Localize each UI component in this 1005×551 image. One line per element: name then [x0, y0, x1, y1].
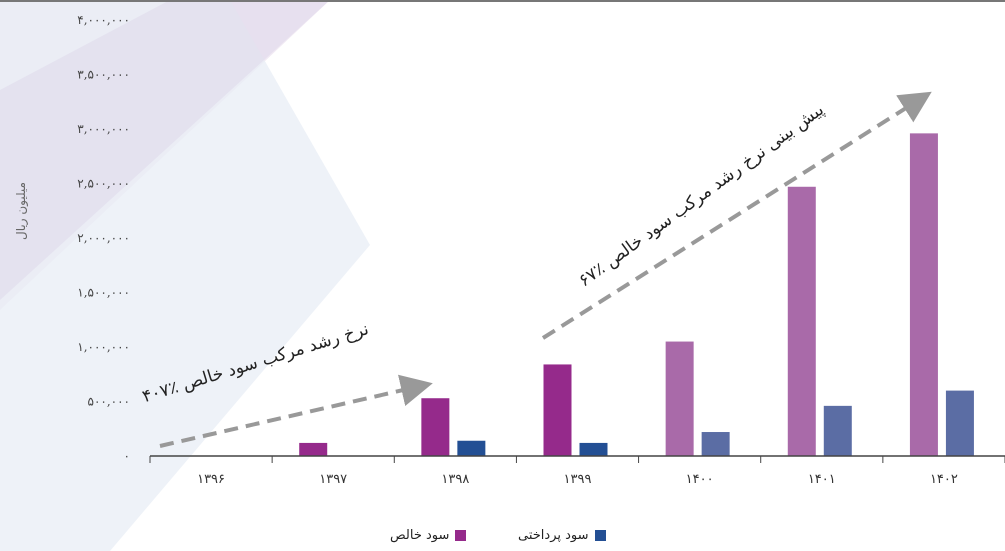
y-axis-label: میلیون ریال: [14, 182, 28, 240]
y-tick-label: ۵۰۰,۰۰۰: [88, 395, 131, 409]
y-tick-label: ۱,۰۰۰,۰۰۰: [77, 340, 130, 354]
legend-swatch-net-profit: [455, 530, 467, 541]
x-tick-label: ۱۴۰۰: [686, 472, 714, 487]
bar-net-profit: [299, 442, 328, 456]
y-tick-label: ۱,۵۰۰,۰۰۰: [77, 286, 130, 300]
legend-swatch-paid-profit: [594, 530, 606, 541]
x-tick-label: ۱۴۰۱: [808, 472, 836, 487]
bar-paid-profit: [457, 440, 486, 456]
bar-net-profit: [665, 341, 694, 456]
legend-item-net-profit: سود خالص: [390, 528, 467, 543]
x-tick-label: ۱۴۰۲: [930, 472, 958, 487]
y-tick-label: ۲,۰۰۰,۰۰۰: [77, 231, 130, 245]
x-tick-label: ۱۳۹۶: [197, 472, 225, 487]
y-tick-label: ۲,۵۰۰,۰۰۰: [77, 177, 130, 191]
y-tick-label: ۳,۵۰۰,۰۰۰: [77, 68, 130, 82]
bar-net-profit: [421, 398, 450, 456]
y-tick-label: ۳,۰۰۰,۰۰۰: [77, 122, 130, 136]
legend-label-paid-profit: سود پرداختی: [518, 528, 589, 543]
legend-item-paid-profit: سود پرداختی: [518, 528, 606, 543]
trend-arrow-forecast: [541, 91, 932, 340]
y-tick-label: ۴,۰۰۰,۰۰۰: [77, 13, 130, 27]
y-tick-label: ۰: [124, 449, 130, 463]
trend-arrow-past: [159, 374, 433, 448]
x-tick-label: ۱۳۹۷: [319, 472, 347, 487]
x-tick-label: ۱۳۹۹: [564, 472, 592, 487]
bar-paid-profit: [701, 432, 730, 456]
bar-net-profit: [909, 133, 938, 457]
bar-paid-profit: [579, 442, 608, 456]
bar-net-profit: [787, 186, 816, 456]
bar-net-profit: [543, 364, 572, 456]
bar-paid-profit: [823, 405, 852, 456]
legend-label-net-profit: سود خالص: [390, 528, 450, 543]
bar-paid-profit: [945, 390, 974, 456]
x-tick-label: ۱۳۹۸: [441, 472, 469, 487]
